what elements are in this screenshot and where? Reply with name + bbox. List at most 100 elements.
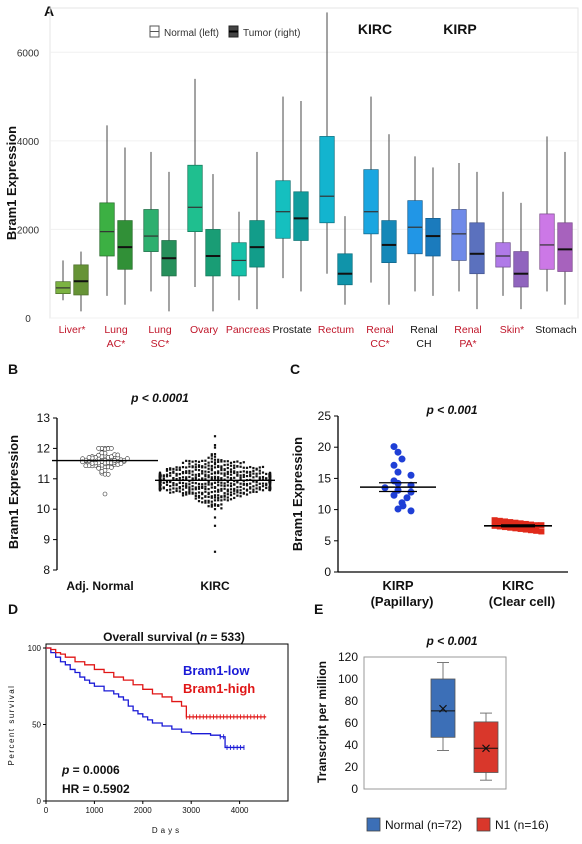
data-point bbox=[194, 488, 197, 491]
data-point bbox=[188, 465, 191, 468]
legend-high: Bram1-high bbox=[183, 681, 255, 696]
data-point bbox=[398, 455, 406, 463]
data-point bbox=[233, 466, 236, 470]
data-point bbox=[268, 481, 272, 484]
data-point bbox=[165, 469, 169, 472]
data-point bbox=[204, 475, 207, 478]
mean-marker bbox=[482, 744, 490, 753]
data-point bbox=[207, 474, 210, 477]
data-point bbox=[245, 474, 249, 478]
data-point bbox=[169, 480, 172, 484]
box-10-normal bbox=[495, 191, 511, 296]
data-point bbox=[178, 487, 181, 490]
box-8-normal bbox=[407, 156, 423, 292]
data-point bbox=[217, 488, 220, 491]
data-point bbox=[268, 475, 272, 478]
data-point bbox=[217, 477, 220, 480]
data-point bbox=[158, 488, 162, 491]
data-point bbox=[252, 469, 255, 472]
data-point bbox=[185, 459, 188, 462]
data-point bbox=[220, 487, 223, 491]
data-point bbox=[207, 481, 210, 484]
data-point bbox=[229, 470, 233, 473]
data-point bbox=[261, 485, 265, 488]
data-point bbox=[172, 476, 175, 480]
x-tick-label: 0 bbox=[44, 806, 49, 815]
data-point bbox=[201, 486, 204, 490]
data-point bbox=[507, 524, 514, 531]
data-point bbox=[528, 527, 534, 534]
data-point bbox=[252, 472, 255, 475]
box-5-tumor bbox=[293, 101, 309, 292]
data-point bbox=[178, 473, 181, 476]
data-point bbox=[169, 467, 172, 470]
data-point bbox=[242, 492, 245, 495]
plot-frame bbox=[49, 7, 579, 319]
data-point bbox=[83, 463, 89, 468]
data-point bbox=[239, 492, 242, 495]
data-point bbox=[217, 504, 220, 507]
data-point bbox=[220, 459, 223, 462]
data-point bbox=[236, 471, 239, 474]
data-point bbox=[213, 490, 217, 493]
box bbox=[73, 264, 89, 296]
data-point bbox=[175, 468, 178, 471]
data-point bbox=[197, 469, 201, 472]
data-point bbox=[185, 493, 188, 496]
data-point bbox=[226, 481, 229, 484]
data-point bbox=[217, 470, 220, 473]
plot-frame bbox=[45, 643, 289, 802]
box bbox=[187, 164, 203, 232]
data-point bbox=[229, 484, 233, 488]
box bbox=[117, 220, 133, 270]
box bbox=[469, 222, 485, 275]
y-tick-label: 6000 bbox=[17, 48, 40, 59]
box bbox=[249, 220, 265, 268]
data-point bbox=[162, 486, 165, 489]
data-point bbox=[236, 494, 239, 497]
panel-label-c: C bbox=[290, 361, 300, 377]
box-0 bbox=[430, 662, 456, 751]
data-point bbox=[194, 492, 197, 495]
box bbox=[205, 229, 221, 277]
x-tick-label-0: KIRP bbox=[382, 578, 413, 593]
y-tick-label: 15 bbox=[318, 471, 332, 485]
data-point bbox=[175, 474, 178, 477]
data-point bbox=[242, 473, 245, 477]
data-point bbox=[507, 519, 514, 526]
data-point bbox=[217, 458, 220, 461]
data-point bbox=[233, 460, 236, 464]
box bbox=[231, 242, 247, 277]
data-point bbox=[165, 473, 169, 476]
y-tick-label: 13 bbox=[37, 411, 51, 425]
data-point bbox=[265, 472, 268, 476]
data-point bbox=[223, 468, 226, 471]
data-point bbox=[201, 472, 204, 475]
p-value: p < 0.001 bbox=[425, 403, 477, 417]
data-point bbox=[207, 499, 210, 502]
box-7-normal bbox=[363, 96, 379, 283]
data-point bbox=[213, 499, 217, 502]
data-point bbox=[258, 478, 261, 481]
data-point bbox=[197, 473, 201, 476]
data-point bbox=[172, 491, 175, 494]
data-point bbox=[242, 470, 245, 473]
data-point bbox=[217, 490, 220, 493]
data-point bbox=[236, 486, 239, 489]
data-point bbox=[265, 484, 268, 487]
y-tick-label: 11 bbox=[38, 472, 51, 486]
box bbox=[293, 191, 309, 241]
data-point bbox=[394, 448, 402, 456]
data-point bbox=[226, 479, 229, 483]
data-point bbox=[403, 494, 411, 502]
data-point bbox=[188, 475, 191, 479]
x-tick-label-3: Ovary bbox=[190, 324, 219, 336]
legend-swatch-1 bbox=[476, 817, 491, 832]
data-point bbox=[239, 462, 242, 465]
data-point bbox=[249, 474, 252, 478]
y-tick-label: 20 bbox=[318, 440, 332, 454]
data-point bbox=[220, 465, 223, 468]
data-point bbox=[258, 472, 261, 475]
data-point bbox=[207, 470, 210, 474]
